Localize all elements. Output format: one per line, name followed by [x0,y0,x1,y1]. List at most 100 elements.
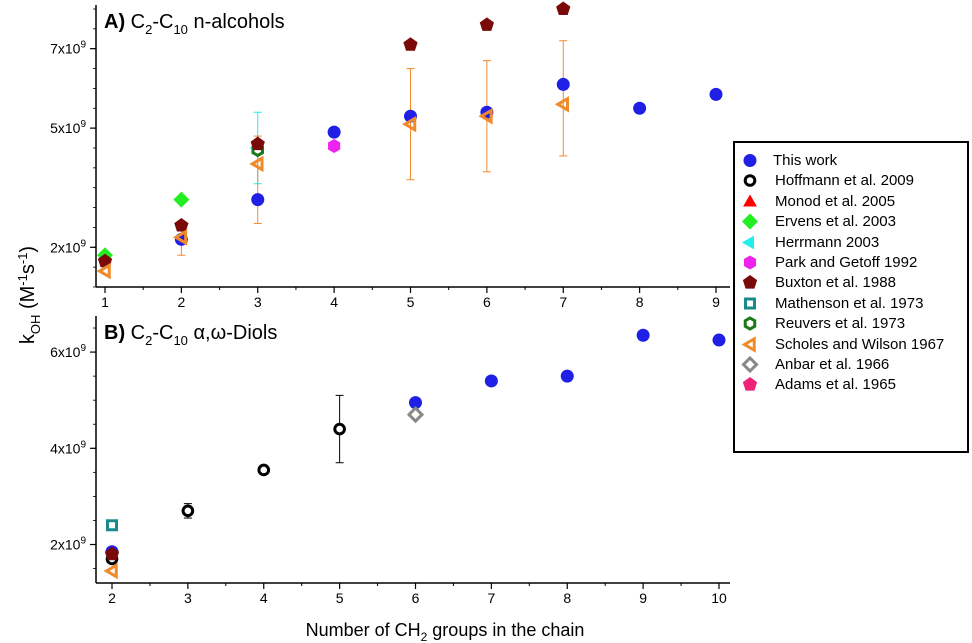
data-point-buxton [250,136,265,151]
x-tick-label: 9 [639,590,647,606]
data-point-buxton [97,253,113,268]
legend-box: This work Hoffmann et al. 2009 Monod et al… [733,141,969,453]
legend-label: This work [773,152,838,169]
data-point-buxton [174,217,189,232]
panel-A: 1 2 3 4 5 6 7 8 9 2x109 5x109 7x109 A) C2-C10 n-alco… [50,1,730,310]
data-point-buxton [556,1,571,16]
data-point-this-work [560,369,574,383]
legend-marker-monod [743,194,757,207]
y-tick-label: 7x109 [50,40,86,57]
legend-marker [742,275,758,289]
error-bar [406,68,415,181]
x-tick-label: 7 [487,590,495,606]
data-point-hoffmann [257,463,271,477]
data-point-this-work [327,125,341,139]
legend-label: Mathenson et al. 1973 [775,294,924,312]
x-tick-label: 3 [184,590,192,606]
legend-marker [743,194,757,207]
legend-label: Reuvers et al. 1973 [775,315,906,333]
y-tick-label: 4x109 [50,439,86,456]
data-point-scholes [554,96,569,113]
x-tick-label: 8 [636,294,644,310]
x-tick-label: 6 [483,294,491,310]
data-point-ervens [173,191,190,208]
x-tick-label: 7 [559,294,567,310]
data-point-mathenson [106,519,118,532]
legend-marker [743,316,757,331]
legend-marker-park [743,255,757,270]
x-tick-label: 3 [254,294,262,310]
legend-item-herrmann: Herrmann 2003 [735,232,969,253]
y-tick-label: 2x109 [50,536,86,553]
data-point-scholes [96,262,111,280]
x-tick-label: 9 [712,294,720,310]
data-point-scholes [172,229,188,246]
legend-marker [742,235,754,250]
legend-label: Park and Getoff 1992 [775,254,918,271]
data-point-anbar [406,405,425,424]
legend-marker [743,255,757,270]
panel-title: B) C2-C10 α,ω-Diols [104,322,277,348]
legend-marker-anbar [741,355,759,374]
legend-label: Hoffmann et al. 2009 [775,172,914,190]
data-point-scholes [103,562,118,580]
legend-marker-hoffmann [743,174,757,188]
data-point-this-work [633,101,647,115]
legend-item-scholes: Scholes and Wilson 1967 [735,334,969,355]
legend-marker-scholes [741,335,756,353]
legend-marker-mathenson [744,297,756,310]
legend-item-mathenson: Mathenson et al. 1973 [735,293,969,314]
data-point-buxton [403,37,418,51]
legend-item-buxton: Buxton et al. 1988 [735,272,969,293]
y-axis-label: kOH (M-1s-1) [15,246,43,344]
legend-item-adams: Adams et al. 1965 [735,374,969,395]
x-tick-label: 10 [711,590,727,606]
legend-marker-this-work [743,154,757,167]
data-point-this-work [712,333,726,347]
legend-item-monod: Monod et al. 2005 [735,191,969,212]
legend-marker [741,355,759,374]
legend-marker-buxton [742,275,758,289]
legend-label: Ervens et al. 2003 [775,213,896,231]
data-point-scholes [401,115,417,133]
legend-label: Monod et al. 2005 [775,192,896,210]
x-tick-label: 2 [108,590,116,606]
legend-marker-ervens [742,213,758,230]
data-point-this-work [484,374,498,388]
legend-item-park: Park and Getoff 1992 [735,252,969,273]
data-point-scholes [249,155,264,173]
legend-item-ervens: Ervens et al. 2003 [735,211,969,232]
x-tick-label: 5 [407,294,415,310]
legend-label: Adams et al. 1965 [775,376,896,394]
data-point-scholes [478,107,493,125]
legend-item-reuvers: Reuvers et al. 1973 [735,313,969,334]
legend-item-this-work: This work [735,150,969,171]
legend-item-anbar: Anbar et al. 1966 [735,354,969,375]
data-point-buxton [479,17,495,31]
legend-label: Anbar et al. 1966 [775,356,890,373]
x-tick-label: 5 [336,590,344,606]
data-point-this-work [709,87,723,101]
legend-marker [741,335,756,353]
data-point-buxton [104,546,120,561]
x-tick-label: 6 [412,590,420,606]
legend-marker [744,297,756,310]
legend-marker [742,377,758,391]
legend-marker-herrmann [742,235,754,250]
data-point-this-work [409,396,422,410]
panel-title: A) C2-C10 n-alcohols [104,11,285,37]
legend-marker [742,213,758,230]
legend-marker-adams [742,377,758,391]
legend-label: Herrmann 2003 [775,233,880,251]
data-point-this-work [636,328,650,342]
error-bar [559,40,568,157]
x-tick-label: 4 [330,294,338,310]
data-point-hoffmann [333,422,346,436]
x-tick-label: 1 [101,294,109,310]
x-tick-label: 4 [260,590,268,606]
legend-label: Scholes and Wilson 1967 [775,335,945,353]
legend-item-hoffmann: Hoffmann et al. 2009 [735,170,969,191]
y-tick-label: 5x109 [50,119,86,136]
x-tick-label: 8 [563,590,571,606]
